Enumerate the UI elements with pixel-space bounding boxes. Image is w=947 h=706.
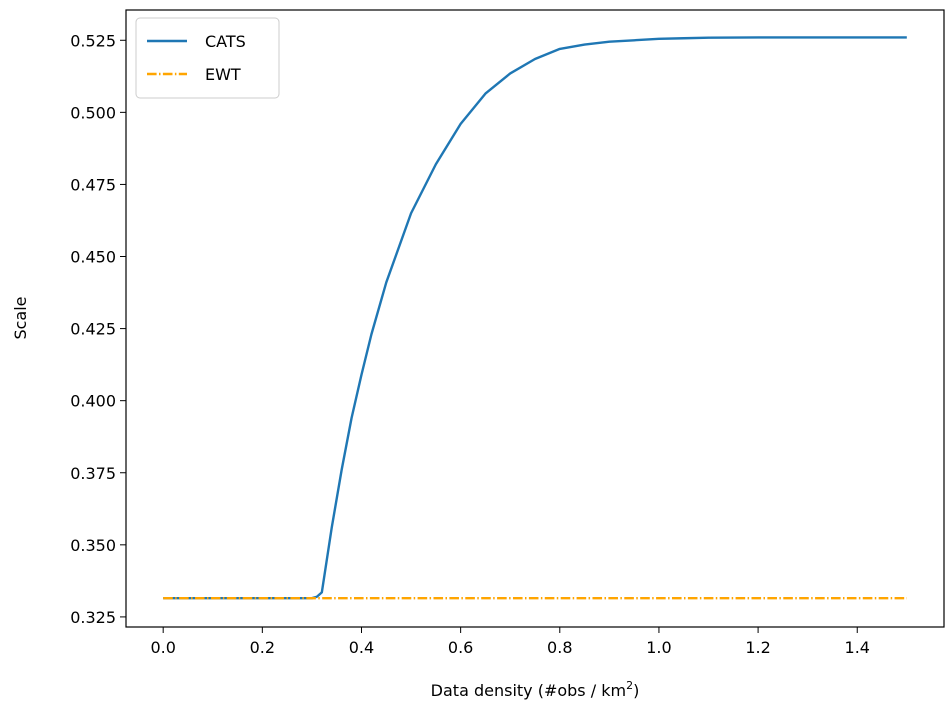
series-layer [163, 36, 907, 600]
x-tick-label: 0.2 [250, 638, 275, 657]
y-tick-label: 0.400 [70, 392, 116, 411]
x-tick-label: 0.8 [547, 638, 572, 657]
x-tick-label: 1.4 [845, 638, 870, 657]
x-axis-ticks: 0.0 0.2 0.4 0.6 0.8 1.0 1.2 1.4 [150, 627, 870, 657]
x-tick-label: 0.0 [150, 638, 175, 657]
y-tick-label: 0.500 [70, 103, 116, 122]
x-axis-label: Data density (#obs / km2) [431, 679, 640, 700]
x-tick-label: 0.6 [448, 638, 473, 657]
y-tick-label: 0.350 [70, 536, 116, 555]
y-tick-label: 0.375 [70, 464, 116, 483]
legend-label-ewt: EWT [205, 65, 241, 84]
y-axis-label: Scale [11, 296, 30, 339]
axes-background [126, 10, 944, 627]
plot-area [125, 9, 945, 628]
x-tick-label: 0.4 [349, 638, 374, 657]
x-tick-label: 1.0 [646, 638, 671, 657]
axes-frame [125, 9, 945, 628]
y-tick-label: 0.425 [70, 320, 116, 339]
legend-label-cats: CATS [205, 32, 246, 51]
y-tick-label: 0.475 [70, 175, 116, 194]
x-tick-label: 1.2 [745, 638, 770, 657]
y-tick-label: 0.450 [70, 248, 116, 267]
legend: CATS EWT [135, 17, 280, 99]
legend-box [135, 17, 280, 99]
y-tick-label: 0.525 [70, 31, 116, 50]
y-axis-ticks: 0.325 0.350 0.375 0.400 0.425 0.450 0.475 0.500… [70, 31, 126, 627]
y-tick-label: 0.325 [70, 608, 116, 627]
